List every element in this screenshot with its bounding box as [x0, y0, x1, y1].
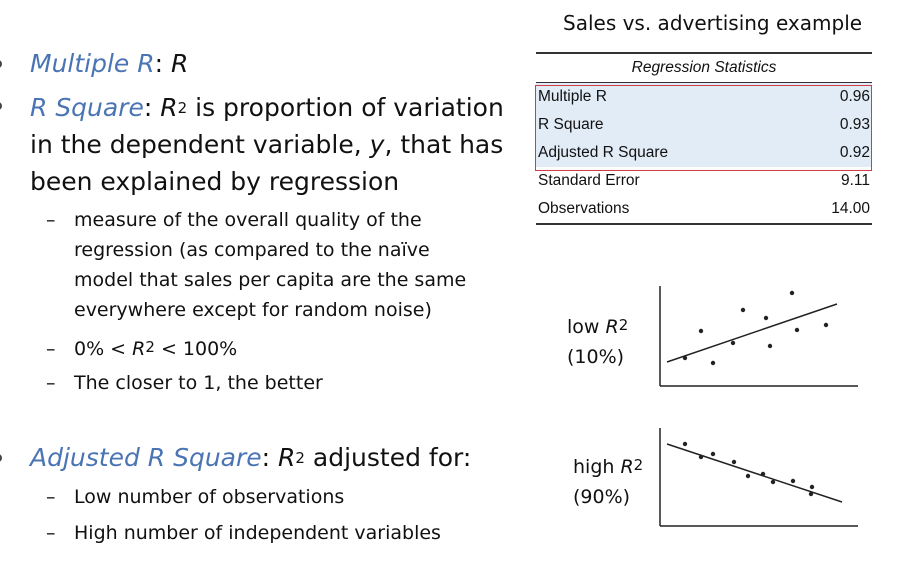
- high-r2-scatter: [659, 428, 858, 527]
- data-point: [710, 360, 716, 366]
- low-r2-label: low R2 (10%): [567, 316, 629, 368]
- row-label: R Square: [536, 111, 791, 139]
- table-row: Adjusted R Square 0.92: [536, 139, 872, 167]
- data-point: [731, 459, 737, 465]
- bullet-dot: [0, 60, 2, 68]
- table-row: R Square 0.93: [536, 111, 872, 139]
- row-value: 0.93: [790, 111, 872, 139]
- row-label: Standard Error: [538, 172, 640, 189]
- trend-line: [666, 443, 843, 503]
- r-square-term: R Square: [30, 93, 144, 122]
- data-point: [710, 451, 716, 457]
- data-point: [794, 327, 800, 333]
- data-point: [789, 290, 795, 296]
- data-point: [809, 484, 815, 490]
- adjusted-line: Adjusted R Square: R2 adjusted for:: [30, 443, 472, 472]
- table-row: Multiple R 0.96: [536, 82, 872, 111]
- low-r2-scatter: [659, 286, 858, 387]
- row-label: Observations: [536, 195, 791, 225]
- high-r2-label: high R2 (90%): [573, 456, 644, 508]
- table-row: Standard Error 9.11: [536, 167, 872, 195]
- bullet-dot: [0, 454, 2, 462]
- data-point: [808, 491, 814, 497]
- r-square-line-2: in the dependent variable, y, that has: [30, 130, 504, 159]
- r-square-line-1: R Square: R2 is proportion of variation: [30, 93, 504, 122]
- row-label: Adjusted R Square: [536, 139, 791, 167]
- row-label: Multiple R: [536, 82, 791, 111]
- multiple-r-line: Multiple R: R: [30, 49, 189, 78]
- row-value: 9.11: [840, 172, 870, 189]
- table-row: Observations 14.00: [536, 195, 872, 225]
- data-point: [823, 322, 829, 328]
- row-value: 0.92: [790, 139, 872, 167]
- table-header-row: Regression Statistics: [536, 52, 872, 83]
- data-point: [760, 471, 766, 477]
- data-point: [682, 441, 688, 447]
- data-point: [770, 479, 776, 485]
- data-point: [740, 307, 746, 313]
- r-square-line-3: been explained by regression: [30, 167, 400, 196]
- multiple-r-value: R: [171, 49, 189, 78]
- row-value: 14.00: [790, 195, 872, 225]
- trend-line: [666, 303, 838, 363]
- data-point: [698, 328, 704, 334]
- bullet-dot: [0, 102, 2, 110]
- data-point: [698, 454, 704, 460]
- multiple-r-term: Multiple R: [30, 49, 155, 78]
- data-point: [730, 340, 736, 346]
- table-header: Regression Statistics: [536, 52, 872, 83]
- data-point: [682, 355, 688, 361]
- adjusted-term: Adjusted R Square: [30, 443, 262, 472]
- data-point: [745, 473, 751, 479]
- example-title: Sales vs. advertising example: [563, 11, 863, 35]
- data-point: [763, 315, 769, 321]
- regression-stats-table: Regression Statistics Multiple R 0.96 R …: [536, 52, 872, 225]
- row-value: 0.96: [790, 82, 872, 111]
- data-point: [790, 478, 796, 484]
- data-point: [767, 343, 773, 349]
